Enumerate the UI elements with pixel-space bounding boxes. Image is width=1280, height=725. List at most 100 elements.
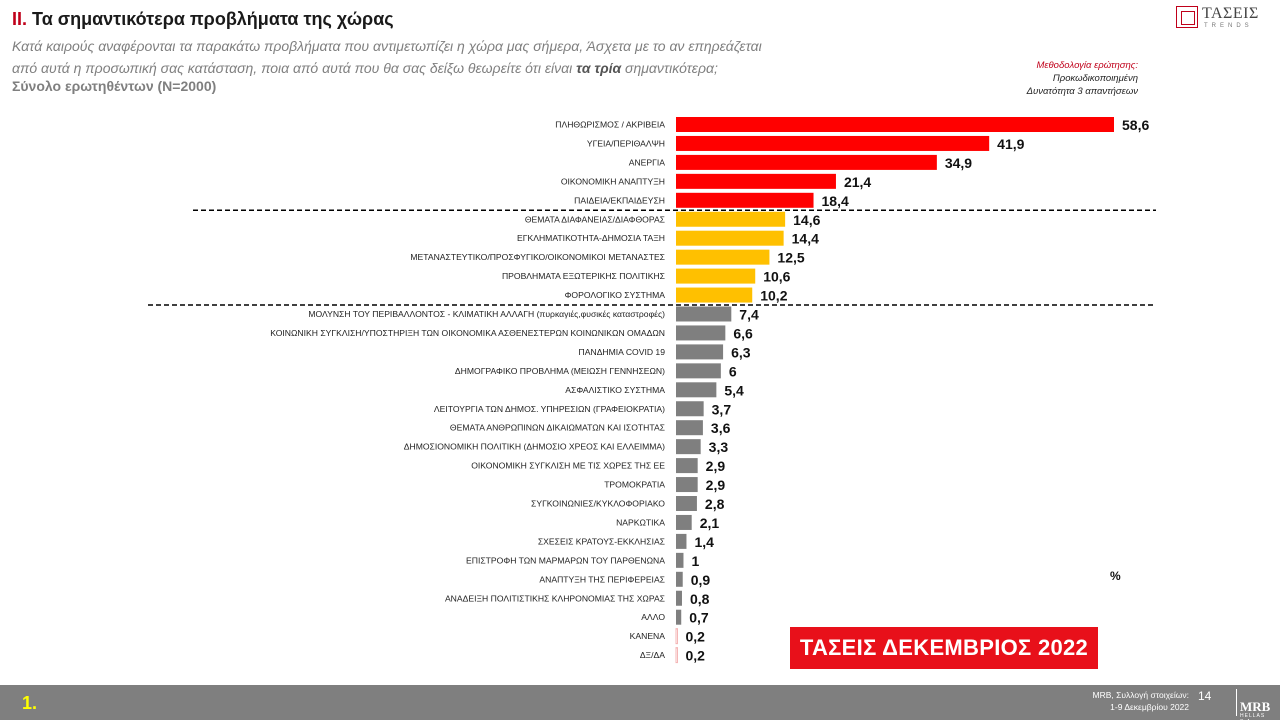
title-text: Τα σημαντικότερα προβλήματα της χώρας <box>32 9 394 29</box>
category-label-21: ΣΥΓΚΟΙΝΩΝΙΕΣ/ΚΥΚΛΟΦΟΡΙΑΚΟ <box>531 499 665 509</box>
page-title: II. Τα σημαντικότερα προβλήματα της χώρα… <box>12 9 394 30</box>
category-label-1: ΠΛΗΘΩΡΙΣΜΟΣ / ΑΚΡΙΒΕΙΑ <box>555 120 665 130</box>
value-label-3: 34,9 <box>945 155 972 171</box>
source-line-1: MRB, Συλλογή στοιχείων: <box>1092 690 1189 700</box>
category-label-16: ΛΕΙΤΟΥΡΓΙΑ ΤΩΝ ΔΗΜΟΣ. ΥΠΗΡΕΣΙΩΝ (ΓΡΑΦΕΙΟ… <box>434 404 665 414</box>
mrb-logo: MRB HELLAS S.A. <box>1236 689 1277 725</box>
bar-24 <box>676 552 684 568</box>
bar-26 <box>676 590 682 606</box>
bar-17 <box>676 420 703 436</box>
unit-label: % <box>1110 569 1121 583</box>
bar-20 <box>676 477 698 493</box>
category-label-17: ΘΕΜΑΤΑ ΑΝΘΡΩΠΙΝΩΝ ΔΙΚΑΙΩΜΑΤΩΝ ΚΑΙ ΙΣΟΤΗΤ… <box>450 423 665 433</box>
mrb-logo-subtext: HELLAS S.A. <box>1240 713 1266 725</box>
category-label-10: ΦΟΡΟΛΟΓΙΚΟ ΣΥΣΤΗΜΑ <box>565 290 666 300</box>
bar-19 <box>676 458 698 474</box>
bar-11 <box>676 306 732 322</box>
bar-28 <box>675 628 678 645</box>
category-label-12: ΚΟΙΝΩΝΙΚΗ ΣΥΓΚΛΙΣΗ/ΥΠΟΣΤΗΡΙΞΗ ΤΩΝ ΟΙΚΟΝΟ… <box>270 328 665 338</box>
page-number: 14 <box>1198 689 1212 703</box>
bar-12 <box>676 325 726 341</box>
bar-1 <box>676 117 1114 132</box>
bar-18 <box>676 439 701 455</box>
bar-5 <box>676 192 814 208</box>
value-label-12: 6,6 <box>733 325 753 341</box>
value-label-8: 12,5 <box>777 250 804 266</box>
bar-16 <box>676 401 704 417</box>
sample-size: Σύνολο ερωτηθέντων (Ν=2000) <box>12 78 217 94</box>
category-label-15: ΑΣΦΑΛΙΣΤΙΚΟ ΣΥΣΤΗΜΑ <box>565 385 665 395</box>
category-label-20: ΤΡΟΜΟΚΡΑΤΙΑ <box>604 480 665 490</box>
value-label-18: 3,3 <box>709 439 729 455</box>
bar-14 <box>676 363 721 379</box>
category-label-11: ΜΟΛΥΝΣΗ ΤΟΥ ΠΕΡΙΒΑΛΛΟΝΤΟΣ - ΚΛΙΜΑΤΙΚΗ ΑΛ… <box>308 309 665 319</box>
logo-name: ΤΑΣΕΙΣ <box>1202 5 1259 22</box>
question-line-1: Κατά καιρούς αναφέρονται τα παρακάτω προ… <box>12 38 762 54</box>
value-label-9: 10,6 <box>763 269 790 285</box>
question-line-2-end: σημαντικότερα; <box>621 60 718 76</box>
section-number: II. <box>12 9 28 29</box>
value-label-23: 1,4 <box>694 534 714 550</box>
value-label-25: 0,9 <box>691 572 711 588</box>
bar-7 <box>676 230 784 246</box>
methodology-line-2: Δυνατότητα 3 απαντήσεων <box>1026 86 1138 97</box>
category-label-13: ΠΑΝΔΗΜΙΑ COVID 19 <box>579 347 666 357</box>
methodology-title: Μεθοδολογία ερώτησης: <box>1036 60 1138 71</box>
bar-15 <box>676 382 717 398</box>
category-label-19: ΟΙΚΟΝΟΜΙΚΗ ΣΥΓΚΛΙΣΗ ΜΕ ΤΙΣ ΧΩΡΕΣ ΤΗΣ ΕΕ <box>471 461 665 471</box>
bar-3 <box>676 154 937 170</box>
category-label-28: ΚΑΝΕΝΑ <box>630 631 666 641</box>
question-line-2-start: από αυτά η προσωπική σας κατάσταση, ποια… <box>12 60 577 76</box>
bar-4 <box>676 173 836 189</box>
bar-22 <box>676 514 692 530</box>
bar-8 <box>676 249 770 265</box>
category-label-9: ΠΡΟΒΛΗΜΑΤΑ ΕΞΩΤΕΡΙΚΗΣ ΠΟΛΙΤΙΚΗΣ <box>502 271 665 281</box>
value-label-27: 0,7 <box>689 610 709 626</box>
category-label-5: ΠΑΙΔΕΙΑ/ΕΚΠΑΙΔΕΥΣΗ <box>574 195 665 205</box>
bar-chart: ΠΛΗΘΩΡΙΣΜΟΣ / ΑΚΡΙΒΕΙΑ 58,6 ΥΓΕΙΑ/ΠΕΡΙΘΑΛΨ… <box>148 117 1156 664</box>
value-label-24: 1 <box>691 553 699 569</box>
taseis-logo: ΤΑΣΕΙΣ TRENDS <box>1176 5 1270 30</box>
value-label-15: 5,4 <box>724 382 744 398</box>
value-label-4: 21,4 <box>844 174 871 190</box>
category-label-24: ΕΠΙΣΤΡΟΦΗ ΤΩΝ ΜΑΡΜΑΡΩΝ ΤΟΥ ΠΑΡΘΕΝΩΝΑ <box>466 555 665 565</box>
value-label-10: 10,2 <box>760 288 787 304</box>
bar-9 <box>676 268 756 284</box>
category-label-23: ΣΧΕΣΕΙΣ ΚΡΑΤΟΥΣ-ΕΚΚΛΗΣΙΑΣ <box>538 536 665 546</box>
value-label-7: 14,4 <box>792 231 819 247</box>
category-label-25: ΑΝΑΠΤΥΞΗ ΤΗΣ ΠΕΡΙΦΕΡΕΙΑΣ <box>539 574 665 584</box>
bar-27 <box>676 609 682 625</box>
slide-number: 1. <box>22 693 38 713</box>
value-label-2: 41,9 <box>997 136 1024 152</box>
category-label-22: ΝΑΡΚΩΤΙΚΑ <box>616 517 665 527</box>
value-label-17: 3,6 <box>711 420 731 436</box>
bar-13 <box>676 344 724 360</box>
question-emphasis: τα τρία <box>576 60 622 76</box>
category-label-8: ΜΕΤΑΝΑΣΤΕΥΤΙΚΟ/ΠΡΟΣΦΥΓΙΚΟ/ΟΙΚΟΝΟΜΙΚΟΙ ΜΕ… <box>410 252 665 262</box>
value-label-26: 0,8 <box>690 591 710 607</box>
category-label-18: ΔΗΜΟΣΙΟΝΟΜΙΚΗ ΠΟΛΙΤΙΚΗ (ΔΗΜΟΣΙΟ ΧΡΕΟΣ ΚΑ… <box>404 442 665 452</box>
logo-mark-icon <box>1176 6 1198 28</box>
logo-subtitle: TRENDS <box>1204 23 1253 29</box>
bar-10 <box>676 287 753 303</box>
footer-bar: 1. MRB, Συλλογή στοιχείων: 1-9 Δεκεμβρίο… <box>0 685 1280 720</box>
value-label-16: 3,7 <box>712 401 732 417</box>
bar-6 <box>676 211 786 227</box>
category-label-3: ΑΝΕΡΓΙΑ <box>629 157 666 167</box>
category-label-4: ΟΙΚΟΝΟΜΙΚΗ ΑΝΑΠΤΥΞΗ <box>561 176 665 186</box>
category-label-26: ΑΝΑΔΕΙΞΗ ΠΟΛΙΤΙΣΤΙΚΗΣ ΚΛΗΡΟΝΟΜΙΑΣ ΤΗΣ ΧΩ… <box>445 593 665 603</box>
value-label-13: 6,3 <box>731 344 751 360</box>
category-label-6: ΘΕΜΑΤΑ ΔΙΑΦΑΝΕΙΑΣ/ΔΙΑΦΘΟΡΑΣ <box>525 214 665 224</box>
methodology-line-1: Προκωδικοποιημένη <box>1052 73 1138 84</box>
value-label-28: 0,2 <box>686 629 706 645</box>
category-label-27: ΑΛΛΟ <box>641 612 665 622</box>
bar-2 <box>676 135 990 151</box>
bar-21 <box>676 496 697 511</box>
value-label-22: 2,1 <box>700 515 720 531</box>
question-text: Κατά καιρούς αναφέρονται τα παρακάτω προ… <box>12 35 832 79</box>
value-label-29: 0,2 <box>686 648 706 664</box>
methodology-note: Μεθοδολογία ερώτησης: Προκωδικοποιημένη … <box>1027 59 1138 98</box>
category-label-29: ΔΞ/ΔΑ <box>640 650 665 660</box>
mrb-logo-text: MRB <box>1240 699 1271 714</box>
question-line-2: από αυτά η προσωπική σας κατάσταση, ποια… <box>12 57 832 79</box>
